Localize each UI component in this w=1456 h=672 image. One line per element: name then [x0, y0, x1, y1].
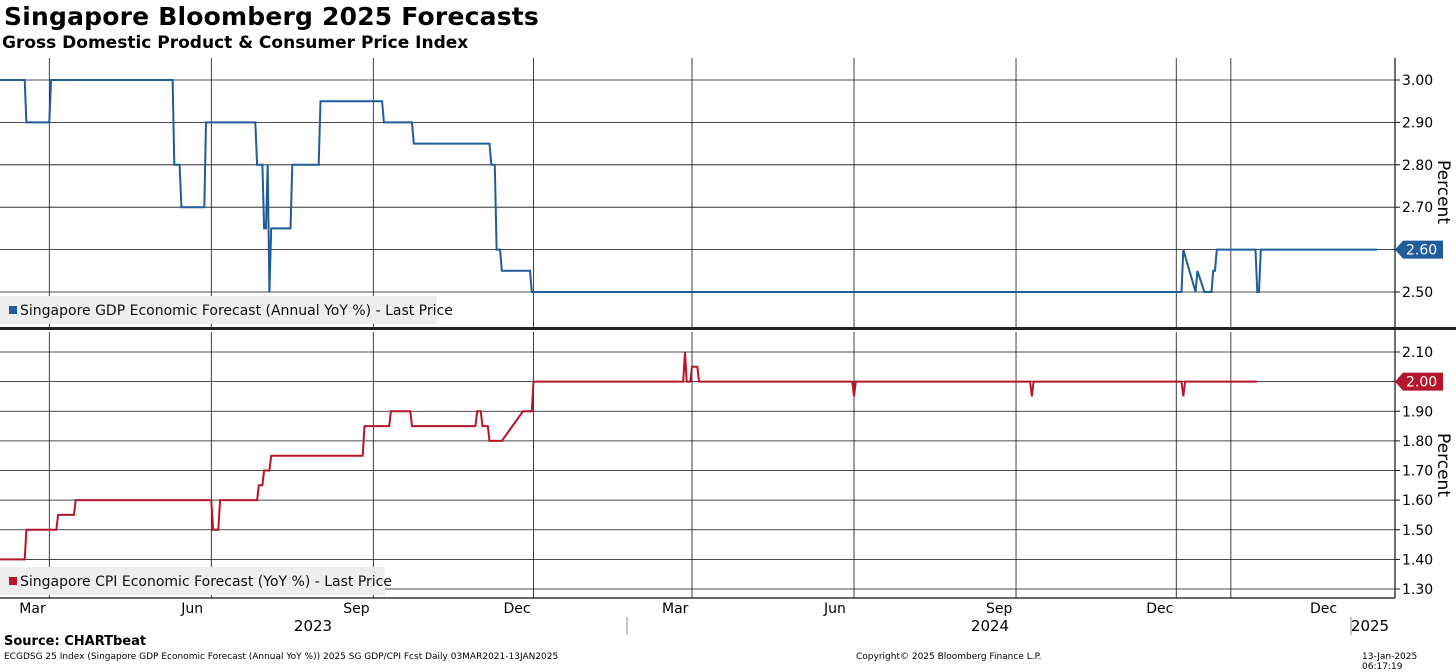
- legend-swatch: [9, 306, 17, 314]
- ticker-line: ECGDSG 25 Index (Singapore GDP Economic …: [4, 652, 559, 662]
- x-tick-label: Sep: [986, 601, 1013, 617]
- gdp-forecast-line: [0, 79, 1377, 293]
- y-tick-label: 1.40: [1402, 552, 1433, 568]
- x-year-label: 2025: [1351, 617, 1389, 635]
- y-tick-label: 1.80: [1402, 434, 1433, 450]
- legend-label: Singapore GDP Economic Forecast (Annual …: [20, 303, 453, 319]
- y-tick-label: 1.90: [1402, 404, 1433, 420]
- x-tick-label: Jun: [180, 601, 203, 617]
- x-tick-label: Mar: [19, 601, 46, 617]
- x-tick-label: Sep: [343, 601, 370, 617]
- x-year-label: 2024: [971, 617, 1009, 635]
- cpi-last-value-tag: [1395, 372, 1443, 391]
- x-tick-label: Dec: [1146, 601, 1173, 617]
- legend-swatch: [9, 577, 17, 585]
- y-tick-label: 1.60: [1402, 493, 1433, 509]
- x-tick-label: Jun: [823, 601, 846, 617]
- x-tick-label: Dec: [1310, 601, 1337, 617]
- y-tick-label: 2.80: [1402, 158, 1433, 174]
- chart-subtitle: Gross Domestic Product & Consumer Price …: [2, 33, 469, 53]
- gdp-last-value-label: 2.60: [1406, 243, 1437, 259]
- legend-box: [0, 296, 437, 324]
- legend-box: [0, 567, 385, 595]
- chart-title: Singapore Bloomberg 2025 Forecasts: [4, 2, 540, 31]
- y-tick-label: 2.10: [1402, 345, 1433, 361]
- y-tick-label: 2.90: [1402, 115, 1433, 131]
- y-tick-label: 2.50: [1402, 285, 1433, 301]
- y-tick-label: 1.70: [1402, 464, 1433, 480]
- x-tick-label: Dec: [504, 601, 531, 617]
- source-note: Source: CHARTbeat: [4, 634, 147, 649]
- x-tick-label: Mar: [662, 601, 689, 617]
- gdp-last-value-tag: [1395, 240, 1443, 259]
- y-axis-title: Percent: [1433, 433, 1453, 497]
- y-tick-label: 2.70: [1402, 200, 1433, 216]
- cpi-legend: Singapore CPI Economic Forecast (YoY %) …: [0, 567, 392, 595]
- y-tick-label: 3.00: [1402, 73, 1433, 89]
- timestamp-note: 13-Jan-2025 06:17:19: [1362, 652, 1418, 672]
- copyright-note: Copyright© 2025 Bloomberg Finance L.P.: [856, 652, 1042, 662]
- gdp-legend: Singapore GDP Economic Forecast (Annual …: [0, 296, 453, 324]
- cpi-last-value-label: 2.00: [1406, 375, 1437, 391]
- legend-label: Singapore CPI Economic Forecast (YoY %) …: [20, 574, 392, 590]
- y-axis-title: Percent: [1433, 160, 1453, 224]
- cpi-forecast-line: [0, 351, 1258, 561]
- y-tick-label: 1.50: [1402, 523, 1433, 539]
- x-year-label: 2023: [294, 617, 332, 635]
- y-tick-label: 1.30: [1402, 582, 1433, 598]
